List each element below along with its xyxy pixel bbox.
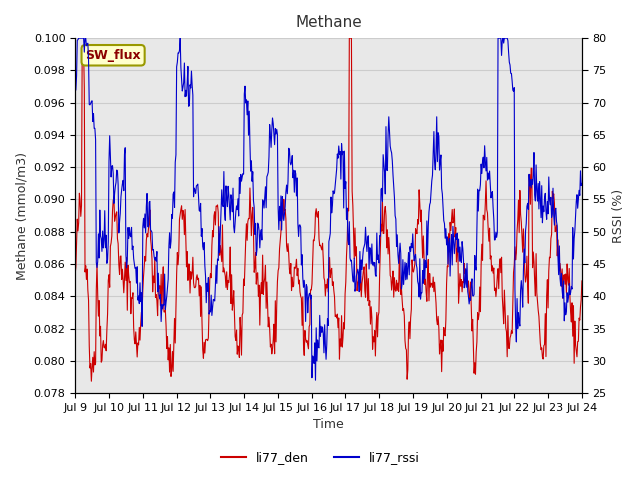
- li77_den: [185, 261, 193, 267]
- Title: Methane: Methane: [295, 15, 362, 30]
- Y-axis label: RSSI (%): RSSI (%): [612, 189, 625, 243]
- li77_rssi: [406, 244, 414, 250]
- li77_den: [578, 278, 586, 284]
- Line: li77_den: li77_den: [75, 38, 582, 381]
- li77_rssi: [81, 35, 89, 41]
- li77_rssi: [185, 104, 193, 109]
- Y-axis label: Methane (mmol/m3): Methane (mmol/m3): [15, 152, 28, 280]
- li77_rssi: [75, 35, 83, 41]
- Text: SW_flux: SW_flux: [85, 49, 141, 62]
- li77_rssi: [71, 71, 79, 77]
- li77_rssi: [312, 377, 319, 383]
- li77_den: [406, 336, 414, 342]
- Legend: li77_den, li77_rssi: li77_den, li77_rssi: [216, 446, 424, 469]
- li77_den: [346, 35, 353, 41]
- li77_den: [391, 287, 399, 293]
- li77_rssi: [212, 282, 220, 288]
- Line: li77_rssi: li77_rssi: [75, 38, 582, 380]
- li77_den: [212, 222, 220, 228]
- li77_den: [81, 85, 88, 91]
- li77_rssi: [133, 264, 141, 270]
- li77_rssi: [391, 213, 399, 218]
- li77_den: [88, 378, 95, 384]
- li77_den: [71, 271, 79, 276]
- li77_den: [133, 354, 141, 360]
- li77_rssi: [578, 180, 586, 186]
- X-axis label: Time: Time: [313, 419, 344, 432]
